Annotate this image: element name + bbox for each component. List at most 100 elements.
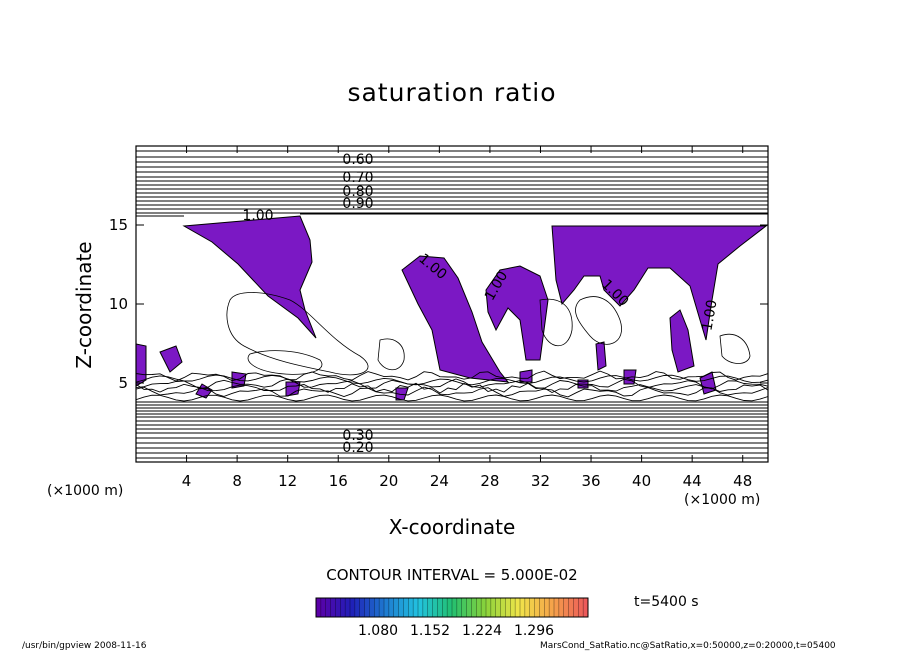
contour-line <box>136 442 768 444</box>
colorbar-segment <box>379 598 385 617</box>
x-tick-label: 44 <box>683 472 702 490</box>
time-label: t=5400 s <box>634 594 699 610</box>
colorbar-segment <box>325 598 332 617</box>
x-tick-label: 24 <box>430 472 449 490</box>
colorbar-segment <box>500 598 506 617</box>
colorbar-segment <box>427 598 434 617</box>
supersat-region <box>159 345 183 373</box>
contour-line <box>136 452 768 454</box>
colorbar-segment <box>350 598 356 617</box>
colorbar-segment <box>539 598 545 617</box>
colorbar-segment <box>384 598 390 617</box>
contour-line <box>136 428 768 430</box>
contour-value-label: 0.70 <box>342 170 373 186</box>
colorbar-segment <box>335 598 341 617</box>
colorbar-segment <box>563 598 570 617</box>
x-tick-label: 32 <box>531 472 550 490</box>
z-axis-ticks: 5 10 15 <box>109 216 768 392</box>
colorbar-segment <box>456 598 463 617</box>
x-axis-ticks: 4 8 12 16 20 24 28 32 36 40 44 48 <box>182 146 752 490</box>
colorbar-segment <box>495 598 502 617</box>
colorbar-segment <box>515 598 521 617</box>
contour-line <box>136 437 768 439</box>
colorbar-segment <box>422 598 429 617</box>
contour-line <box>136 192 768 194</box>
contour-line <box>136 176 768 178</box>
chart-title: saturation ratio <box>347 78 557 107</box>
contour-line <box>136 171 768 173</box>
colorbar-segment <box>364 598 370 617</box>
contour-value-label: 0.80 <box>342 184 373 200</box>
colorbar-segment <box>549 598 555 617</box>
x-tick-label: 28 <box>480 472 499 490</box>
supersat-region <box>699 371 717 395</box>
colorbar-segment <box>573 598 579 617</box>
contour-line <box>136 180 768 182</box>
contour-line <box>136 188 768 190</box>
x-tick-label: 36 <box>581 472 600 490</box>
colorbar-segment <box>466 598 472 617</box>
contour-line <box>575 296 622 345</box>
footer-program: /usr/bin/gpview 2008-11-16 <box>22 641 147 651</box>
supersaturation-fill <box>136 215 768 401</box>
colorbar-segment <box>398 598 404 617</box>
footer-source: MarsCond_SatRatio.nc@SatRatio,x=0:50000,… <box>540 641 836 651</box>
contour-line <box>136 457 768 459</box>
contour-line <box>136 404 768 406</box>
contour-value-label: 0.30 <box>342 428 373 444</box>
supersat-region <box>485 265 549 361</box>
contour-line <box>136 213 768 217</box>
colorbar-segment <box>568 598 574 617</box>
colorbar-segment <box>403 598 409 617</box>
contour-line <box>136 161 768 163</box>
x-tick-label: 8 <box>232 472 242 490</box>
contour-line <box>136 196 768 198</box>
colorbar-segment <box>393 598 400 617</box>
contour-line <box>136 410 768 412</box>
colorbar-segment <box>471 598 477 617</box>
colorbar-segment <box>481 598 487 617</box>
contour-line <box>136 394 768 402</box>
contour-line <box>136 208 768 210</box>
colorbar-segment <box>369 598 375 617</box>
colorbar-segment <box>316 598 322 617</box>
colorbar-frame <box>315 597 589 618</box>
contour-line <box>136 378 768 390</box>
colorbar-segment <box>461 598 468 617</box>
contour-line <box>136 370 768 382</box>
contour-line <box>247 350 323 375</box>
colorbar-segment <box>534 598 540 617</box>
colorbar-segment <box>558 598 565 617</box>
colorbar-segment <box>354 598 361 617</box>
colorbar-segment <box>418 598 424 617</box>
colorbar-segment <box>320 598 327 617</box>
contour-line <box>136 407 768 409</box>
contour-line <box>136 413 768 415</box>
contour-line <box>136 424 768 426</box>
x-tick-label: 40 <box>632 472 651 490</box>
colorbar-segment <box>578 598 584 617</box>
colorbar-segment <box>505 598 511 617</box>
contour-line <box>539 298 573 347</box>
contour-line <box>136 200 768 202</box>
supersat-region <box>401 255 510 383</box>
colorbar-segment <box>330 598 336 617</box>
contour-line <box>136 382 768 394</box>
colorbar-segment <box>442 598 448 617</box>
colorbar-tick-label: 1.080 <box>357 623 399 639</box>
colorbar-segment <box>388 598 395 617</box>
colorbar-segment <box>490 598 497 617</box>
colorbar-segment <box>413 598 419 617</box>
contour-lines <box>136 150 768 459</box>
colorbar-tick-label: 1.296 <box>513 623 555 639</box>
contour-value-label: 0.60 <box>342 152 373 168</box>
colorbar-segment <box>374 598 380 617</box>
contour-value-label: 1.00 <box>242 208 273 224</box>
contour-line <box>136 204 768 206</box>
x-tick-label: 20 <box>379 472 398 490</box>
colorbar-segment <box>345 598 351 617</box>
supersat-region <box>595 341 607 371</box>
x-tick-label: 16 <box>329 472 348 490</box>
z-tick-label: 15 <box>109 216 128 234</box>
contour-line <box>377 338 405 371</box>
